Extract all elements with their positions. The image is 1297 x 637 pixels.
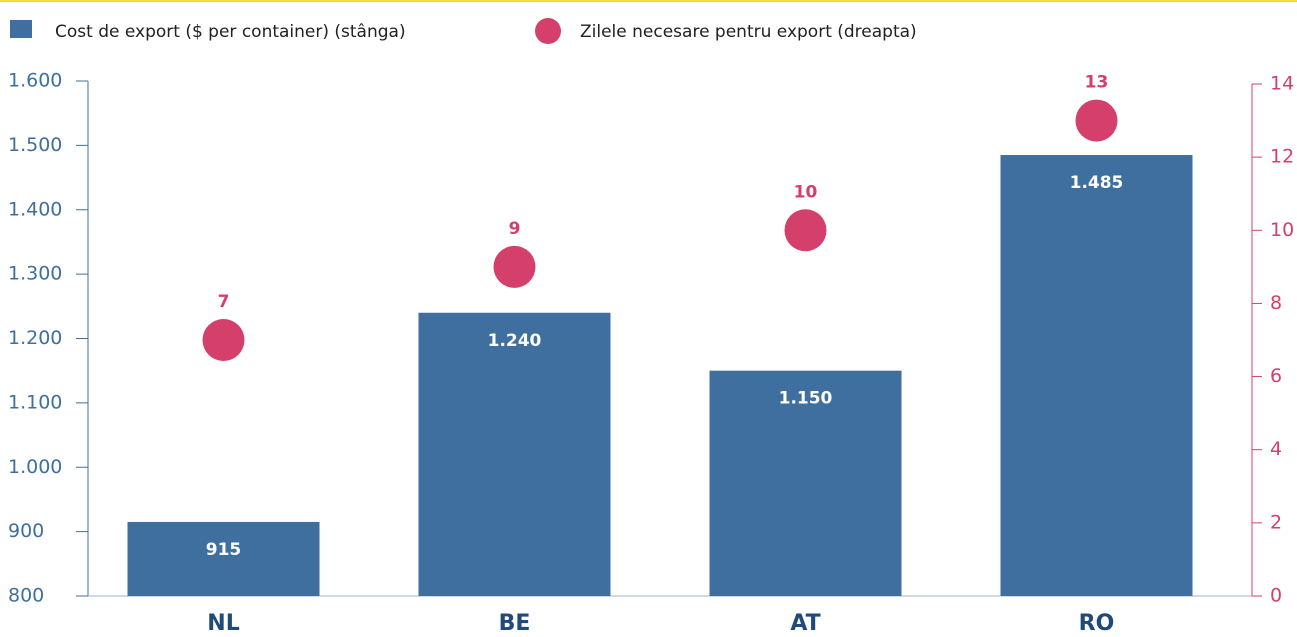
- y2-tick-label: 0: [1270, 585, 1282, 607]
- point: [493, 245, 536, 288]
- y-tick-label: 900: [8, 520, 44, 542]
- point-value-label: 7: [218, 292, 230, 312]
- point-value-label: 13: [1085, 73, 1109, 93]
- point-value-label: 10: [794, 182, 818, 202]
- bar: [418, 312, 611, 596]
- y-tick-label: 800: [8, 585, 44, 607]
- x-tick-label: NL: [207, 611, 239, 636]
- y-tick-label: 1.500: [8, 134, 62, 156]
- legend-swatch: [535, 18, 561, 44]
- y2-tick-label: 4: [1270, 438, 1282, 460]
- legend-swatch: [10, 20, 32, 38]
- x-tick-label: RO: [1079, 611, 1115, 636]
- y-tick-label: 1.200: [8, 327, 62, 349]
- bar-value-label: 915: [206, 540, 242, 560]
- bar-value-label: 1.240: [488, 331, 542, 351]
- y2-tick-label: 14: [1270, 73, 1294, 95]
- legend-label: Zilele necesare pentru export (dreapta): [580, 22, 917, 42]
- bar-value-label: 1.150: [779, 389, 833, 409]
- y2-tick-label: 2: [1270, 511, 1282, 533]
- y2-tick-label: 6: [1270, 365, 1282, 387]
- y2-tick-label: 12: [1270, 146, 1294, 168]
- legend-label: Cost de export ($ per container) (stânga…: [55, 22, 406, 42]
- x-tick-label: AT: [790, 611, 820, 636]
- y-tick-label: 1.600: [8, 70, 62, 92]
- bar: [127, 521, 320, 596]
- bar-value-label: 1.485: [1070, 173, 1124, 193]
- y-tick-label: 1.100: [8, 391, 62, 413]
- point: [784, 209, 827, 252]
- x-tick-label: BE: [499, 611, 531, 636]
- y-tick-label: 1.400: [8, 198, 62, 220]
- bar: [1000, 155, 1193, 596]
- y-tick-label: 1.000: [8, 456, 62, 478]
- point: [202, 319, 245, 361]
- y2-tick-label: 10: [1270, 219, 1294, 241]
- y-tick-label: 1.300: [8, 263, 62, 285]
- point-value-label: 9: [509, 219, 521, 239]
- point: [1075, 99, 1118, 142]
- y2-tick-label: 8: [1270, 292, 1282, 314]
- bar: [709, 370, 902, 596]
